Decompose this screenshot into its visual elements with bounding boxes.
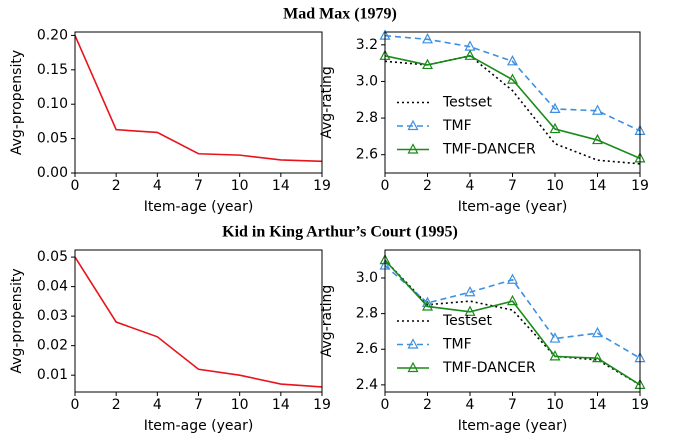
x-tick-label: 19	[631, 397, 649, 413]
x-tick-label: 7	[508, 178, 517, 194]
point-marker	[507, 273, 518, 284]
y-axis-label: Avg-rating	[319, 285, 335, 357]
line-series	[384, 34, 641, 132]
line-series	[384, 259, 641, 386]
y-tick-label: 0.20	[37, 27, 68, 43]
y-tick-label: 0.05	[37, 249, 68, 265]
y-tick-label: 0.03	[37, 308, 68, 324]
y-tick-label: 2.8	[356, 110, 378, 126]
x-tick-label: 10	[231, 397, 249, 413]
point-marker	[592, 351, 603, 363]
x-tick-label: 10	[546, 178, 564, 194]
legend-label: Testset	[442, 95, 492, 111]
point-marker	[507, 294, 518, 306]
point-marker	[507, 73, 518, 84]
point-marker	[592, 104, 603, 115]
line-series	[384, 54, 641, 160]
y-tick-label: 2.6	[356, 341, 378, 357]
x-tick-label: 10	[231, 178, 249, 194]
line-series	[384, 259, 641, 386]
y-tick-label: 2.6	[356, 147, 378, 163]
y-axis-label: Avg-rating	[319, 66, 335, 138]
y-tick-label: 0.04	[37, 279, 68, 295]
legend-marker	[407, 361, 419, 373]
legend-marker	[407, 119, 419, 131]
legend-label: TMF	[442, 337, 472, 353]
x-axis-label: Item-age (year)	[144, 199, 254, 215]
y-tick-label: 3.2	[356, 37, 378, 53]
point-marker	[592, 133, 603, 145]
x-tick-label: 14	[272, 178, 290, 194]
axes-frame	[74, 249, 323, 393]
point-marker	[464, 49, 476, 60]
point-marker	[422, 33, 433, 44]
x-tick-label: 0	[71, 397, 80, 413]
line-series	[384, 54, 641, 165]
point-marker	[549, 332, 561, 343]
x-tick-label: 4	[466, 178, 475, 194]
legend-label: Testset	[442, 313, 492, 329]
axes-frame	[384, 249, 641, 393]
y-tick-label: 0.15	[37, 62, 68, 78]
y-tick-label: 3.0	[356, 73, 378, 89]
x-axis-label: Item-age (year)	[458, 418, 568, 434]
x-tick-label: 19	[631, 178, 649, 194]
point-marker	[422, 300, 433, 311]
x-tick-label: 14	[589, 178, 607, 194]
point-marker	[464, 285, 476, 297]
y-tick-label: 0.10	[37, 96, 68, 112]
legend-label: TMF-DANCER	[442, 142, 536, 158]
panel-title: Kid in King Arthur’s Court (1995)	[222, 224, 458, 241]
point-marker	[422, 58, 433, 70]
y-axis-label: Avg-propensity	[9, 268, 25, 373]
y-tick-label: 2.8	[356, 306, 378, 322]
line-series	[384, 264, 641, 359]
legend-label: TMF	[442, 118, 472, 134]
x-axis-label: Item-age (year)	[458, 199, 568, 215]
x-tick-label: 19	[313, 397, 331, 413]
panel-title: Mad Max (1979)	[283, 6, 397, 23]
y-tick-label: 0.01	[37, 367, 68, 383]
point-marker	[549, 122, 561, 134]
x-tick-label: 14	[589, 397, 607, 413]
point-marker	[592, 326, 603, 338]
line-series	[74, 256, 323, 388]
legend-marker	[407, 143, 419, 154]
x-tick-label: 2	[112, 397, 121, 413]
y-tick-label: 0.05	[37, 131, 68, 147]
x-tick-label: 2	[423, 178, 432, 194]
x-tick-label: 7	[194, 178, 203, 194]
point-marker	[549, 350, 561, 361]
x-tick-label: 7	[194, 397, 203, 413]
legend-marker	[407, 338, 419, 349]
y-tick-label: 3.0	[356, 270, 378, 286]
axes-frame	[384, 31, 641, 174]
x-tick-label: 4	[153, 397, 162, 413]
x-tick-label: 4	[466, 397, 475, 413]
y-tick-label: 0.00	[37, 165, 68, 181]
x-tick-label: 0	[381, 178, 390, 194]
y-axis-label: Avg-propensity	[9, 50, 25, 155]
y-tick-label: 2.4	[356, 377, 378, 393]
x-tick-label: 14	[272, 397, 290, 413]
point-marker	[507, 55, 518, 66]
point-marker	[549, 102, 561, 114]
x-tick-label: 10	[546, 397, 564, 413]
x-tick-label: 4	[153, 178, 162, 194]
x-tick-label: 0	[381, 397, 390, 413]
x-tick-label: 19	[313, 178, 331, 194]
y-tick-label: 0.02	[37, 338, 68, 354]
legend-label: TMF-DANCER	[442, 360, 536, 376]
line-series	[74, 35, 323, 163]
x-tick-label: 2	[423, 397, 432, 413]
x-tick-label: 2	[112, 178, 121, 194]
x-tick-label: 7	[508, 397, 517, 413]
point-marker	[464, 305, 476, 316]
x-axis-label: Item-age (year)	[144, 418, 254, 434]
x-tick-label: 0	[71, 178, 80, 194]
axes-frame	[74, 31, 323, 174]
